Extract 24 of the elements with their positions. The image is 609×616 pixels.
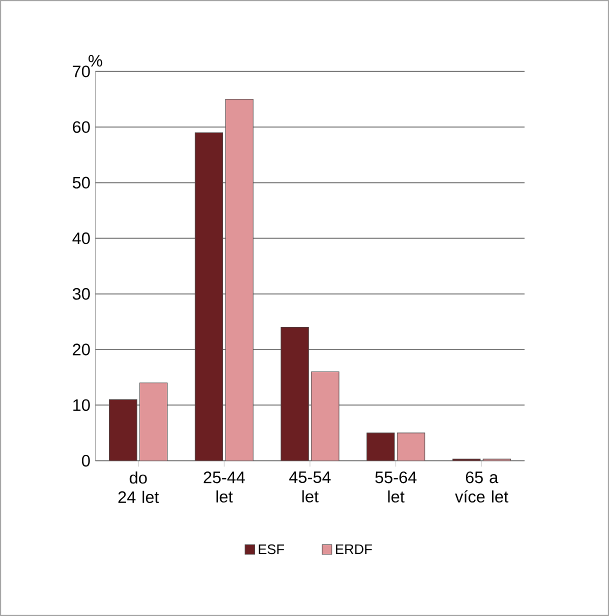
x-tick-label: 65 a více let xyxy=(455,472,508,503)
bar xyxy=(109,399,138,461)
y-tick-label: 40 xyxy=(72,232,90,244)
bar xyxy=(225,98,254,461)
y-tick-label: 20 xyxy=(72,344,90,356)
x-tick-label: do 24 let xyxy=(118,472,159,503)
bar xyxy=(139,382,168,461)
y-tick-label: 50 xyxy=(72,176,90,189)
bar xyxy=(366,432,395,461)
y-tick-label: 0 xyxy=(82,454,90,467)
bar xyxy=(396,432,426,461)
x-tick-label: 25-44 let xyxy=(204,472,245,503)
y-tick-label: 70 xyxy=(72,66,90,78)
x-tick-label: 45-54 let xyxy=(289,472,331,502)
x-tick-label: 55-64 let xyxy=(375,472,417,503)
legend-label: ESF xyxy=(258,544,284,554)
y-tick-label: 10 xyxy=(73,399,90,411)
bar xyxy=(194,132,224,461)
bar xyxy=(280,326,309,461)
y-tick-label: 60 xyxy=(72,121,90,133)
bar xyxy=(311,371,340,461)
legend-label: ERDF xyxy=(336,544,372,554)
y-axis-title: % xyxy=(88,54,102,67)
y-tick-label: 30 xyxy=(72,288,90,300)
